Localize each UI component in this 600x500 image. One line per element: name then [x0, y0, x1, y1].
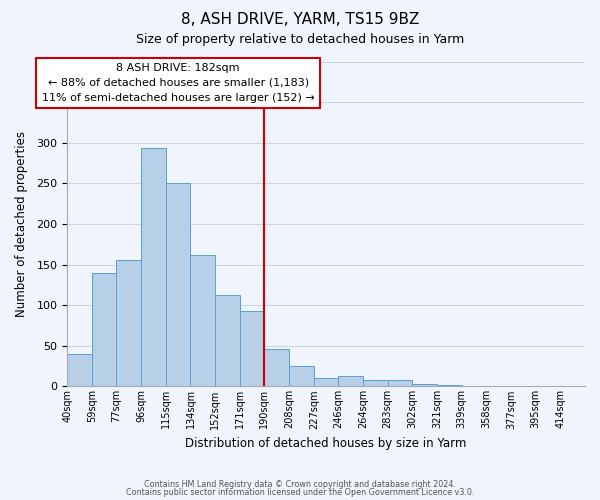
Text: 8 ASH DRIVE: 182sqm
← 88% of detached houses are smaller (1,183)
11% of semi-det: 8 ASH DRIVE: 182sqm ← 88% of detached ho… [42, 63, 314, 102]
Bar [141, 148, 166, 386]
Bar [190, 255, 215, 386]
Text: Contains public sector information licensed under the Open Government Licence v3: Contains public sector information licen… [126, 488, 474, 497]
Bar [314, 378, 338, 386]
Bar [166, 182, 190, 386]
Y-axis label: Number of detached properties: Number of detached properties [15, 131, 28, 317]
Bar [116, 260, 141, 386]
Bar [338, 376, 363, 386]
X-axis label: Distribution of detached houses by size in Yarm: Distribution of detached houses by size … [185, 437, 467, 450]
Text: Size of property relative to detached houses in Yarm: Size of property relative to detached ho… [136, 32, 464, 46]
Bar [289, 366, 314, 386]
Bar [92, 274, 116, 386]
Bar [240, 311, 265, 386]
Bar [412, 384, 437, 386]
Bar [437, 385, 462, 386]
Text: Contains HM Land Registry data © Crown copyright and database right 2024.: Contains HM Land Registry data © Crown c… [144, 480, 456, 489]
Bar [363, 380, 388, 386]
Bar [215, 294, 240, 386]
Bar [67, 354, 92, 386]
Text: 8, ASH DRIVE, YARM, TS15 9BZ: 8, ASH DRIVE, YARM, TS15 9BZ [181, 12, 419, 28]
Bar [265, 349, 289, 387]
Bar [388, 380, 412, 386]
